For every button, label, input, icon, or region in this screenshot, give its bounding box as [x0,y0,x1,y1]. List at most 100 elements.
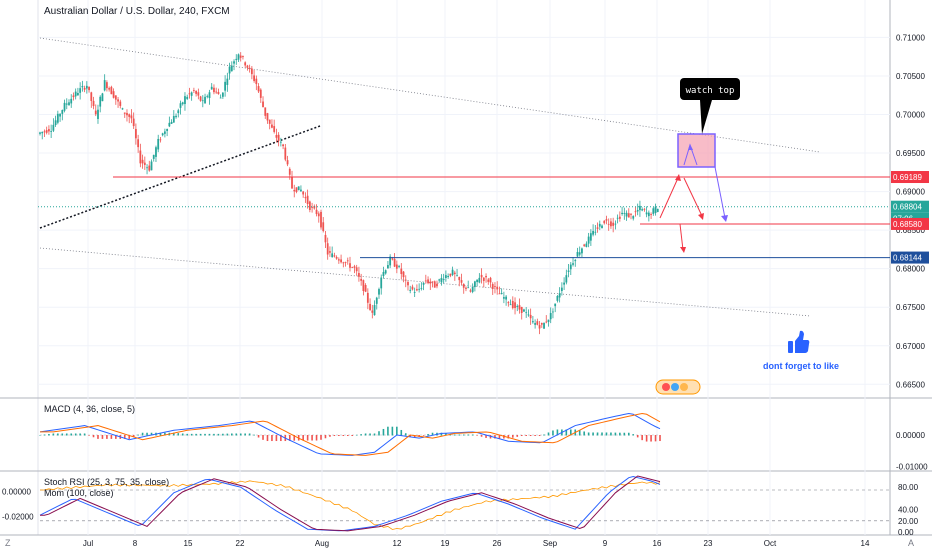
candle [322,217,325,233]
candle-body [83,87,86,90]
candle-body [308,201,311,210]
macd-hist-bar [217,433,220,436]
candle [511,296,514,310]
candle [647,210,650,222]
candle [395,260,398,274]
thumbs-up-icon[interactable] [788,330,810,353]
candle [634,207,637,217]
candle [186,94,189,101]
candle-body [574,260,577,262]
projection-box[interactable] [677,133,716,168]
candle [242,55,244,60]
candle [264,107,267,119]
x-tick-label: 12 [393,539,402,548]
candle [255,75,258,91]
candle-body [387,265,389,269]
candle [266,112,269,124]
candle [192,87,195,94]
candle [317,211,320,223]
candle-body [360,278,363,281]
timezone-toggle[interactable]: Z [5,538,11,548]
macd-hist-bar [462,434,465,436]
candle [302,190,305,198]
candle [259,88,262,103]
candle-body [103,80,106,91]
y-tick-label: 0.67500 [896,303,925,312]
candle-body [505,296,508,300]
candle [324,231,327,249]
candle [221,92,224,99]
candle [351,266,354,269]
candle-body [123,112,126,114]
macd-hist-bar [467,434,470,436]
candle-body [297,186,300,191]
macd-hist-bar [146,432,148,436]
candle-body [438,279,441,281]
candle [123,112,126,118]
price-label-bg [891,251,929,264]
y-tick-label: 0.69000 [896,188,925,197]
candle-body [634,211,637,213]
candle-body [585,243,588,247]
macd-hist-bar [222,433,224,436]
events-badge[interactable] [655,379,701,395]
candle [342,261,345,268]
candle-body [594,231,597,233]
macd-hist-bar [351,435,354,437]
candle [621,206,623,216]
macd-hist-bar [226,433,229,436]
candle [382,266,385,279]
mom-y-tick: -0.02000 [2,513,34,522]
macd-hist-bar [288,435,291,441]
macd-hist-bar [382,428,385,436]
candle-body [476,279,479,283]
y-tick-label: 0.67000 [896,342,925,351]
x-tick-label: Aug [315,539,329,548]
candle [585,241,588,248]
stoch-k-line [39,476,661,532]
candle [534,319,537,329]
macd-hist-bar [440,432,443,436]
macd-hist-bar [115,435,117,439]
candle [572,257,574,267]
candle [387,260,389,269]
candle [523,308,525,312]
x-tick-label: Jul [83,539,93,548]
candle [295,187,298,194]
candle [409,285,412,294]
candle-body [257,86,260,92]
macd-hist-bar [400,429,403,436]
candle-body [295,187,298,192]
candle [177,108,180,118]
candle-body [179,103,182,108]
candle [373,300,376,316]
candle-body [431,281,434,283]
candle-body [558,293,561,298]
candle-body [268,119,271,124]
candle [72,92,75,101]
auto-scale-toggle[interactable]: A [908,538,914,548]
candle-body [239,55,242,58]
candle-body [266,113,269,121]
candle-body [460,280,463,283]
candle-body [498,293,501,295]
candle [547,319,550,327]
callout-watch-top[interactable]: watch top [680,78,740,134]
macd-hist-bar [543,434,545,436]
candle [583,243,586,247]
candle [494,282,496,294]
candle-body [567,270,570,272]
candle-body [311,206,313,208]
candle-body [449,273,452,276]
macd-hist-bar [92,435,95,438]
candle [525,307,528,318]
candle [612,217,615,233]
macd-hist-bar [83,433,86,436]
candle-body [598,223,601,227]
candle-body [471,286,474,292]
candle-body [621,212,623,215]
candle [476,279,479,287]
candle [143,156,146,170]
candle-body [302,191,305,195]
candle-body [627,213,630,218]
